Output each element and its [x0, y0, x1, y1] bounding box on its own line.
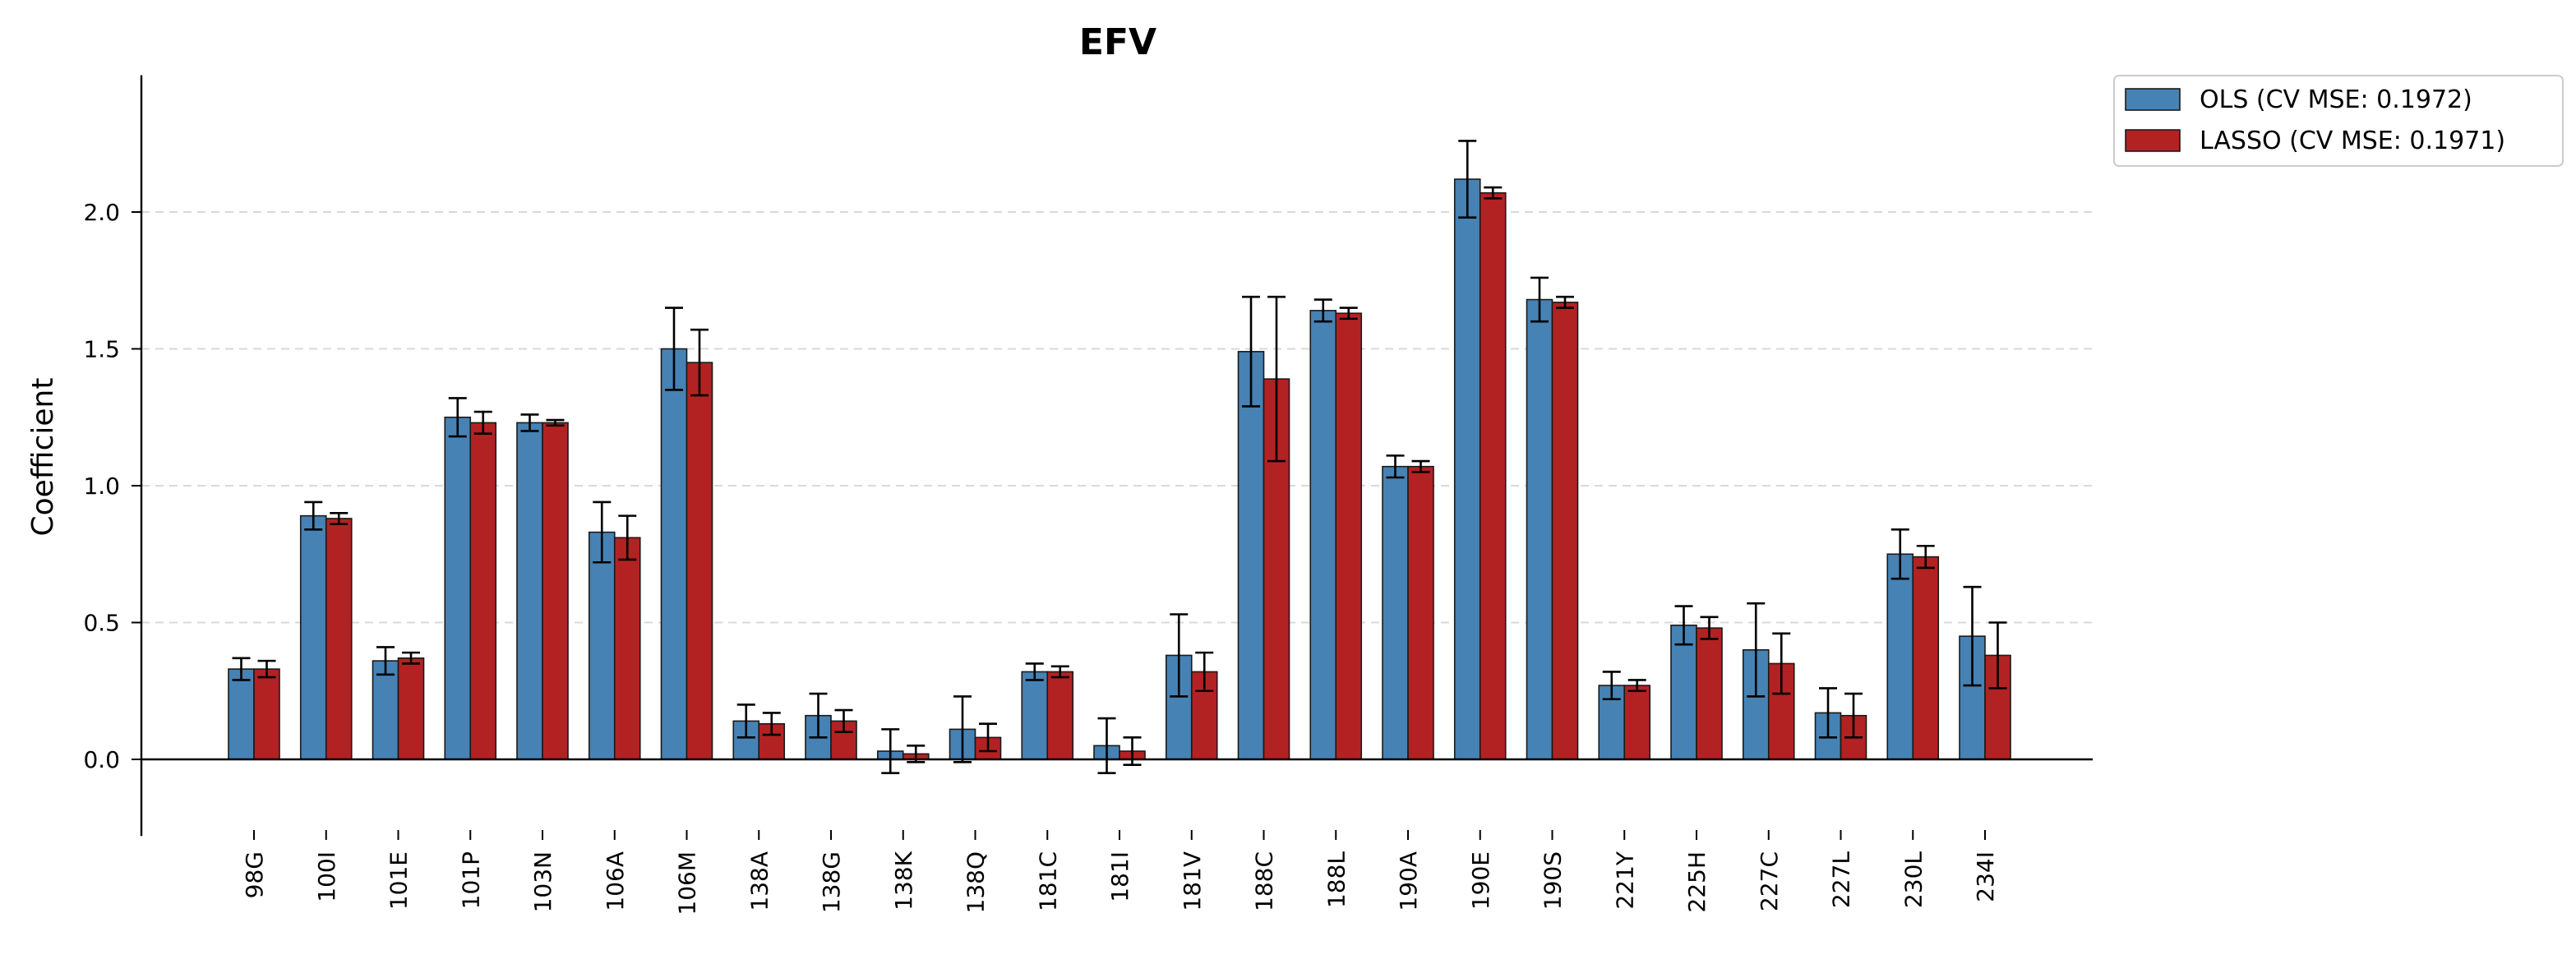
bar	[1309, 310, 1337, 760]
x-tick-label: 101P	[457, 851, 484, 909]
bar	[1886, 553, 1914, 760]
legend-label: LASSO (CV MSE: 0.1971)	[2200, 127, 2505, 155]
y-axis-title: Coefficient	[26, 378, 60, 537]
bar	[1479, 191, 1507, 760]
bar	[469, 422, 497, 760]
bar	[1407, 465, 1434, 760]
y-tick-label: 0.5	[83, 610, 120, 637]
bar	[1526, 298, 1553, 760]
x-tick-label: 138K	[890, 851, 917, 910]
bar	[542, 422, 569, 760]
x-tick-label: 138Q	[963, 851, 990, 913]
y-tick-label: 1.0	[83, 473, 120, 500]
x-tick-label: 227C	[1756, 851, 1783, 911]
x-tick-label: 234I	[1972, 851, 1999, 902]
bar	[1335, 312, 1363, 760]
bar	[516, 422, 543, 760]
x-tick-label: 106M	[674, 851, 701, 916]
x-tick-label: 98G	[241, 851, 268, 898]
y-tick-label: 1.5	[83, 336, 120, 363]
x-tick-label: 225H	[1683, 851, 1710, 913]
bar	[660, 348, 688, 760]
bar	[1453, 178, 1481, 760]
x-tick-label: 103N	[529, 851, 556, 912]
x-tick-label: 190E	[1467, 851, 1494, 910]
bar	[686, 362, 713, 760]
bar	[613, 537, 641, 760]
x-tick-label: 138G	[818, 851, 845, 913]
chart-title: EFV	[1079, 21, 1156, 63]
legend: OLS (CV MSE: 0.1972) LASSO (CV MSE: 0.197…	[2113, 75, 2564, 167]
x-tick-label: 181V	[1179, 851, 1206, 911]
bar	[1021, 671, 1049, 760]
bar	[1382, 465, 1409, 760]
x-tick-label: 188L	[1323, 851, 1350, 908]
bar	[1623, 685, 1651, 760]
x-tick-label: 181C	[1034, 851, 1061, 911]
error-bars	[232, 140, 2007, 774]
legend-label: OLS (CV MSE: 0.1972)	[2200, 85, 2472, 114]
legend-swatch	[2125, 129, 2181, 152]
x-tick-label: 106A	[602, 851, 629, 911]
bar	[228, 668, 255, 760]
x-tick-label: 230L	[1900, 851, 1927, 908]
x-tick-label: 190A	[1395, 851, 1422, 911]
axes: 0.0 0.5 1.0 1.5 2.0 98G 100I 101E 101P 103N 106A 10…	[83, 75, 2093, 916]
bar	[588, 531, 616, 760]
x-tick-label: 190S	[1540, 851, 1567, 910]
bar	[1046, 671, 1074, 760]
bar	[444, 416, 472, 760]
bars	[228, 178, 2011, 760]
x-tick-label: 100I	[313, 851, 340, 902]
legend-swatch	[2125, 88, 2181, 111]
y-tick-label: 2.0	[83, 199, 120, 226]
bar	[1912, 556, 1940, 760]
x-tick-label: 138A	[746, 851, 773, 911]
grid-lines	[141, 211, 2093, 624]
legend-box	[2113, 75, 2564, 167]
bar	[1696, 627, 1723, 760]
y-tick-label: 0.0	[83, 746, 120, 773]
x-tick-label: 188C	[1251, 851, 1278, 911]
bar	[253, 668, 280, 760]
bar	[1237, 351, 1265, 760]
bar	[325, 518, 353, 760]
x-tick-label: 227L	[1828, 851, 1855, 908]
bar	[1551, 302, 1579, 760]
bar	[372, 660, 399, 760]
bar	[299, 514, 327, 760]
x-tick-label: 101E	[385, 851, 413, 910]
x-tick-label: 181I	[1106, 851, 1133, 902]
bar	[397, 657, 425, 760]
x-tick-label: 221Y	[1611, 851, 1638, 909]
